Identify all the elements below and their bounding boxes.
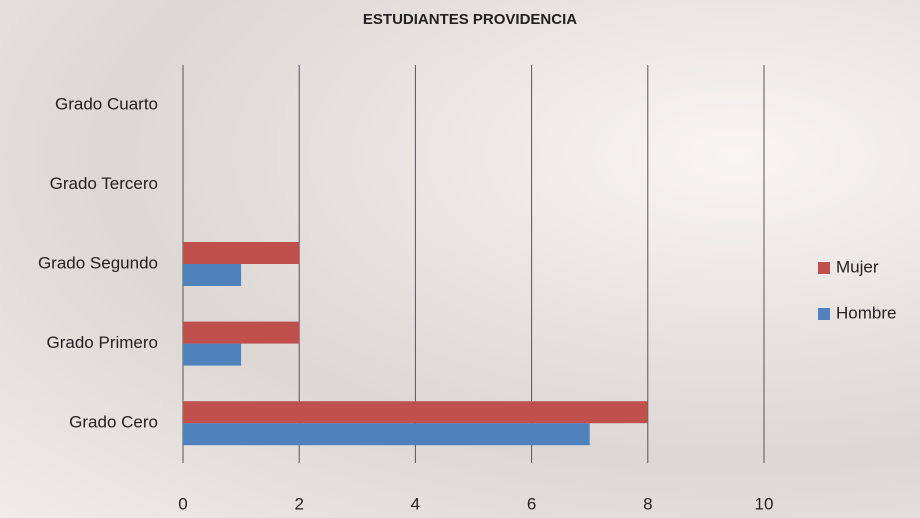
x-tick-label: 4 xyxy=(411,494,420,513)
y-tick-label: Grado Cuarto xyxy=(55,94,158,113)
legend-swatch xyxy=(818,262,830,274)
legend-label: Hombre xyxy=(836,303,896,322)
bar xyxy=(183,423,590,446)
y-tick-label: Grado Segundo xyxy=(38,253,158,272)
y-tick-label: Grado Tercero xyxy=(50,174,158,193)
x-tick-label: 0 xyxy=(178,494,187,513)
y-tick-label: Grado Primero xyxy=(47,333,158,352)
legend-swatch xyxy=(818,308,830,320)
chart-title: ESTUDIANTES PROVIDENCIA xyxy=(363,11,577,28)
legend-label: Mujer xyxy=(836,257,879,276)
bar xyxy=(183,264,242,286)
bar xyxy=(183,242,300,264)
x-tick-label: 6 xyxy=(527,494,536,513)
x-tick-label: 2 xyxy=(294,494,303,513)
bar xyxy=(183,343,242,366)
bar xyxy=(183,401,648,424)
bar xyxy=(183,321,300,344)
y-tick-label: Grado Cero xyxy=(69,413,158,432)
x-tick-label: 8 xyxy=(643,494,652,513)
x-tick-label: 10 xyxy=(755,494,774,513)
